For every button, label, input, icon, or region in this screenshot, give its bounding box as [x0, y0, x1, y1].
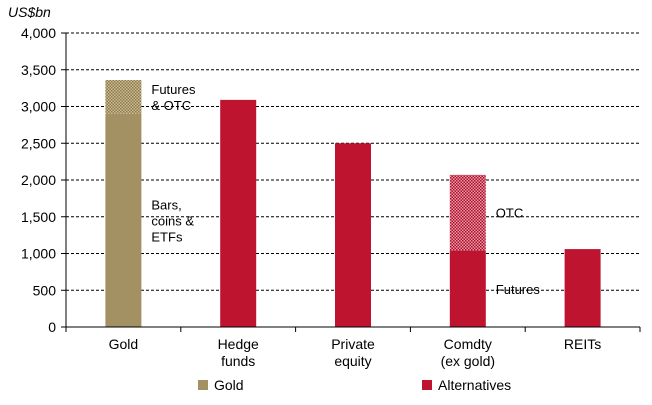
x-tick-label: funds: [221, 353, 255, 369]
bar-segment: [564, 249, 601, 327]
bar-segment: [105, 80, 142, 114]
segment-label: coins &: [151, 213, 194, 228]
y-tick-label: 4,000: [21, 25, 56, 41]
legend-swatch-gold: [198, 380, 208, 390]
legend-item-alternatives: Alternatives: [422, 377, 511, 393]
x-tick-label: Hedge: [218, 336, 259, 352]
segment-label: Futures: [151, 82, 196, 97]
y-tick-label: 0: [48, 319, 56, 335]
y-tick-label: 3,500: [21, 62, 56, 78]
segment-label: ETFs: [151, 229, 183, 244]
legend-label-alternatives: Alternatives: [438, 377, 512, 393]
y-tick-label: 1,000: [21, 246, 56, 262]
y-tick-label: 2,500: [21, 135, 56, 151]
y-tick-label: 500: [33, 282, 57, 298]
labels: 0 500 1,000 1,500 2,000 2,500 3,000 3,500 4,000 B…: [21, 25, 601, 369]
bar-segment: [105, 113, 142, 327]
y-tick-label: 2,000: [21, 172, 56, 188]
legend-item-gold: Gold: [198, 377, 244, 393]
bar-segment: [220, 99, 257, 327]
segment-label: & OTC: [151, 98, 191, 113]
bar-segment: [449, 250, 486, 327]
x-tick-label: equity: [334, 353, 371, 369]
bar-segment: [335, 143, 371, 327]
axes: [61, 32, 641, 332]
y-unit-label: US$bn: [8, 4, 51, 20]
y-tick-label: 1,500: [21, 209, 56, 225]
x-tick-label: REITs: [564, 336, 601, 352]
y-tick-label: 3,000: [21, 99, 56, 115]
legend-swatch-alternatives: [422, 380, 432, 390]
x-tick-label: (ex gold): [441, 353, 495, 369]
bars: [105, 80, 601, 327]
x-tick-label: Private: [331, 336, 375, 352]
x-tick-label: Gold: [109, 336, 139, 352]
segment-label: OTC: [496, 206, 523, 221]
segment-label: Futures: [496, 282, 541, 297]
x-tick-label: Comdty: [444, 336, 492, 352]
legend-label-gold: Gold: [214, 377, 244, 393]
bar-segment: [449, 174, 486, 251]
segment-label: Bars,: [151, 197, 181, 212]
